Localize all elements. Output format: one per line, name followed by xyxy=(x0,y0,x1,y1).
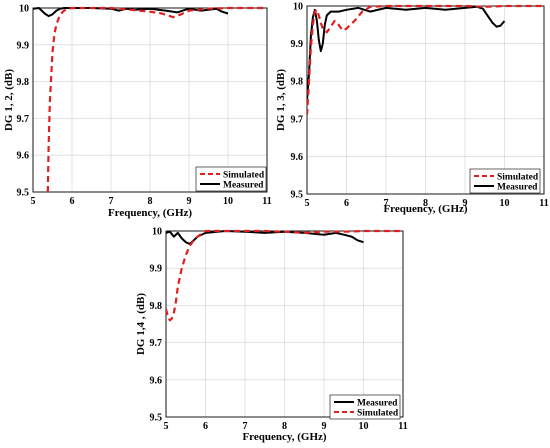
series-line-measured xyxy=(307,5,506,101)
x-axis-label: Frequency, (GHz) xyxy=(242,431,326,443)
x-tick-label: 6 xyxy=(70,196,75,207)
y-tick-label: 9.6 xyxy=(17,151,30,162)
x-tick-label: 7 xyxy=(243,421,248,432)
legend-label-simulated: Simulated xyxy=(357,409,399,419)
legend-label-measured: Measured xyxy=(223,181,264,191)
y-tick-label: 9.5 xyxy=(150,413,163,424)
x-tick-label: 7 xyxy=(109,196,114,207)
y-tick-label: 9.7 xyxy=(150,338,163,349)
y-tick-label: 9.6 xyxy=(291,152,304,163)
y-tick-label: 9.9 xyxy=(150,264,163,275)
panel-3: 5 6 7 8 9 10 11 9.5 9.6 9.7 9.8 9.9 10 Frequency, (GH… xyxy=(135,227,408,444)
x-axis-label: Frequency, (GHz) xyxy=(383,203,467,215)
y-tick-label: 9.7 xyxy=(291,114,304,125)
x-tick-label: 8 xyxy=(148,196,153,207)
y-axis-label: DG 1, 2, (dB) xyxy=(3,69,15,131)
series-line-measured xyxy=(166,230,364,245)
legend-box xyxy=(329,394,401,420)
y-tick-label: 9.5 xyxy=(291,190,304,201)
y-tick-label: 9.8 xyxy=(291,77,304,88)
y-axis-label: DG 1, 3, (dB) xyxy=(275,69,287,131)
series-line-simulated xyxy=(307,4,544,116)
x-tick-label: 9 xyxy=(463,198,468,209)
legend-box xyxy=(469,168,541,194)
y-tick-label: 9.6 xyxy=(150,375,163,386)
y-tick-label: 10 xyxy=(19,4,29,15)
y-tick-label: 9.7 xyxy=(17,114,30,125)
x-tick-label: 6 xyxy=(203,421,208,432)
legend-label-measured: Measured xyxy=(357,399,398,409)
x-tick-label: 8 xyxy=(282,421,287,432)
y-tick-label: 10 xyxy=(293,2,303,13)
x-tick-label: 7 xyxy=(384,198,389,209)
panel-2: 5 6 7 8 9 10 11 9.5 9.6 9.7 9.8 9.9 10 Frequency, (GH… xyxy=(275,2,549,216)
x-tick-label: 5 xyxy=(305,198,310,209)
y-tick-label: 9.8 xyxy=(150,301,163,312)
x-tick-label: 9 xyxy=(322,421,327,432)
x-tick-label: 9 xyxy=(187,196,192,207)
y-tick-label: 9.9 xyxy=(291,39,304,50)
series-line-simulated xyxy=(166,229,403,322)
x-tick-label: 11 xyxy=(262,196,271,207)
series-line-simulated xyxy=(46,6,267,193)
legend-box xyxy=(195,166,267,192)
x-tick-label: 11 xyxy=(539,198,548,209)
x-tick-label: 8 xyxy=(423,198,428,209)
y-tick-label: 9.9 xyxy=(17,40,30,51)
y-tick-label: 9.5 xyxy=(17,188,30,199)
y-axis-label: DG 1,4 , (dB) xyxy=(135,293,147,355)
y-tick-label: 10 xyxy=(152,227,162,238)
legend-label-simulated: Simulated xyxy=(223,171,265,181)
x-tick-label: 6 xyxy=(344,198,349,209)
x-tick-label: 10 xyxy=(500,198,510,209)
panel-1: 5 6 7 8 9 10 11 9.5 9.6 9.7 9.8 9.9 10 Frequency, (GH… xyxy=(3,4,272,220)
x-tick-label: 5 xyxy=(164,421,169,432)
x-tick-label: 10 xyxy=(223,196,233,207)
x-tick-label: 11 xyxy=(398,421,407,432)
x-tick-label: 5 xyxy=(31,196,36,207)
legend-label-simulated: Simulated xyxy=(497,173,539,183)
x-tick-label: 10 xyxy=(359,421,369,432)
y-tick-label: 9.8 xyxy=(17,77,30,88)
x-axis-label: Frequency, (GHz) xyxy=(108,207,192,219)
legend-label-measured: Measured xyxy=(497,183,538,193)
